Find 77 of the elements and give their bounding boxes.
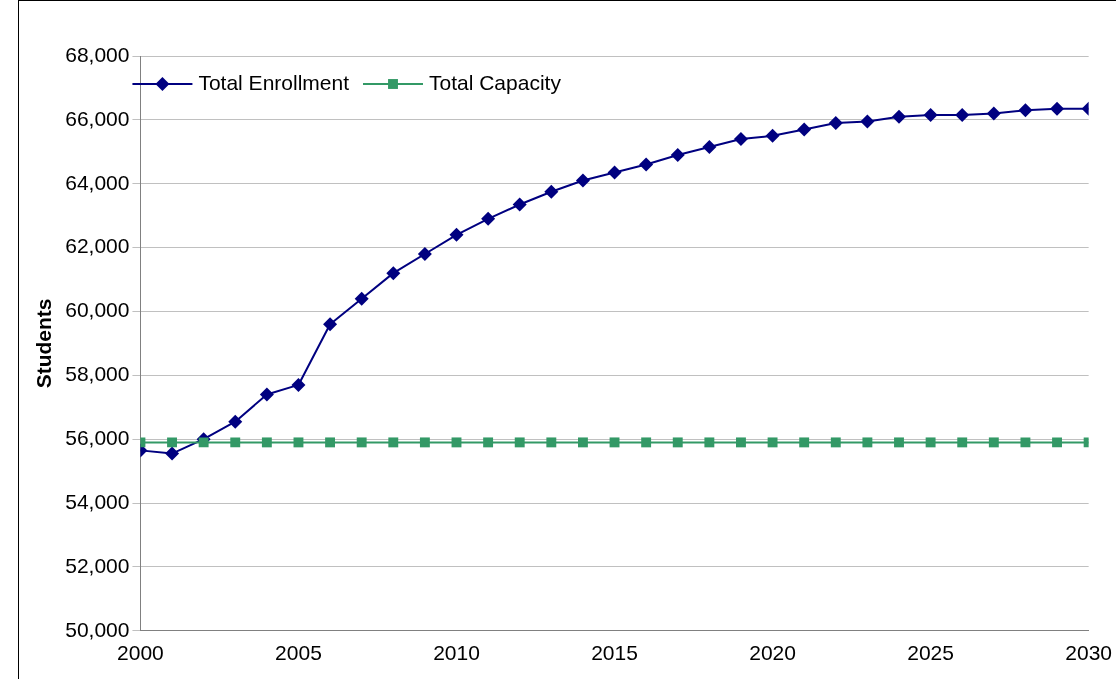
point [702,140,717,155]
point [261,437,272,448]
point [955,108,970,123]
y-tick-label: 56,000 [65,426,130,449]
point [483,437,494,448]
point [512,197,527,212]
point [672,437,683,448]
point [733,132,748,147]
point [228,414,243,429]
point [862,437,873,448]
point [1020,437,1031,448]
point [988,437,999,448]
point [167,437,177,448]
point [894,437,904,448]
x-tick-label: 2010 [433,641,480,665]
point [892,109,906,124]
point [923,108,938,123]
point [259,387,274,402]
point [1050,101,1065,116]
x-tick-label: 2000 [117,641,164,665]
point [165,446,180,461]
point [230,437,241,448]
point [641,437,652,448]
point [291,377,306,392]
y-tick-label: 60,000 [65,298,130,322]
point [765,128,780,143]
point [799,437,810,448]
point [481,211,496,226]
y-tick-label: 64,000 [65,170,130,194]
point [386,266,401,281]
point [957,437,968,448]
point [925,437,936,448]
point [419,437,430,448]
point [575,173,590,188]
point [388,437,399,448]
x-tick-label: 2030 [1065,641,1112,665]
legend-label: Total Enrollment [198,70,350,94]
point [514,437,525,448]
point [639,157,654,172]
point [986,106,1001,121]
point [323,317,338,332]
point [546,437,557,448]
point [293,437,304,448]
y-axis-title: Students [32,298,56,389]
point [354,291,369,306]
point [325,437,336,448]
point [577,437,588,448]
y-tick-label: 52,000 [65,553,130,577]
legend-label: Total Capacity [429,70,562,94]
x-tick-label: 2015 [591,641,638,665]
x-tick-label: 2005 [275,641,322,665]
point [449,227,464,242]
point [828,116,843,131]
y-tick-label: 50,000 [65,617,130,641]
point [1052,437,1062,448]
point [797,122,812,137]
y-tick-label: 66,000 [65,106,130,130]
point [670,147,685,162]
point [417,246,432,261]
y-tick-label: 62,000 [65,234,130,258]
x-tick-label: 2025 [907,641,954,665]
y-tick-label: 58,000 [65,362,130,386]
point [830,437,841,448]
y-tick-label: 68,000 [65,42,130,66]
point [736,437,746,448]
point [704,437,715,448]
y-tick-label: 54,000 [65,489,130,513]
point [767,437,778,448]
point [198,437,209,448]
point [544,184,559,199]
point [451,437,462,448]
point [860,114,875,129]
point [1018,103,1033,118]
point [607,165,622,180]
point [609,437,620,448]
point [356,437,367,448]
x-tick-label: 2020 [749,641,796,665]
